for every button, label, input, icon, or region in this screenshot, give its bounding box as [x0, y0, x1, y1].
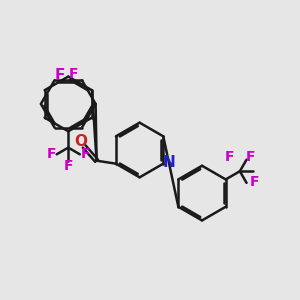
Text: F: F	[69, 67, 78, 81]
Text: O: O	[75, 134, 88, 148]
Text: F: F	[46, 147, 56, 161]
Text: F: F	[64, 159, 73, 173]
Text: F: F	[245, 150, 255, 164]
Text: F: F	[80, 147, 90, 161]
Text: N: N	[162, 155, 175, 170]
Text: F: F	[250, 175, 259, 188]
Text: F: F	[54, 68, 64, 82]
Text: F: F	[225, 150, 234, 164]
